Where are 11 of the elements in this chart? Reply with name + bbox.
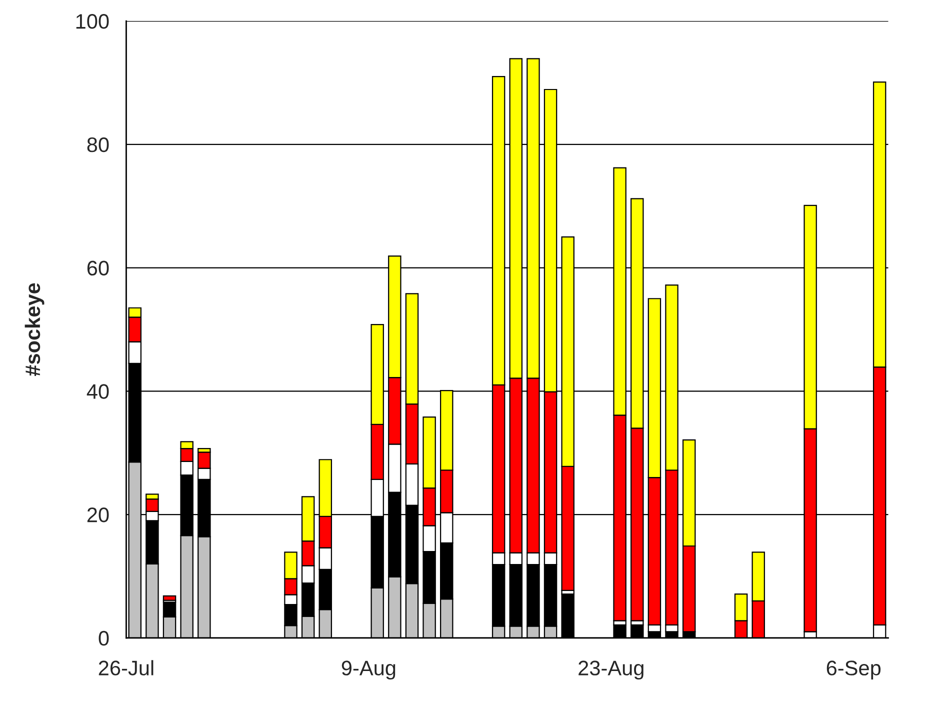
y-tick-label: 60 <box>87 260 109 276</box>
y-tick-label: 0 <box>98 630 109 646</box>
x-tick-label: 6-Sep <box>826 660 881 680</box>
x-tick-label: 26-Jul <box>98 660 154 676</box>
y-tick-label: 40 <box>86 384 109 399</box>
x-tick-label: 9-Aug <box>342 660 396 680</box>
y-tick-label: 100 <box>76 14 109 29</box>
y-tick-label: 80 <box>87 137 109 152</box>
x-tick-label: 23-Aug <box>578 660 644 680</box>
y-axis-title: #sockeye <box>24 283 44 376</box>
y-tick-label: 20 <box>87 508 109 522</box>
